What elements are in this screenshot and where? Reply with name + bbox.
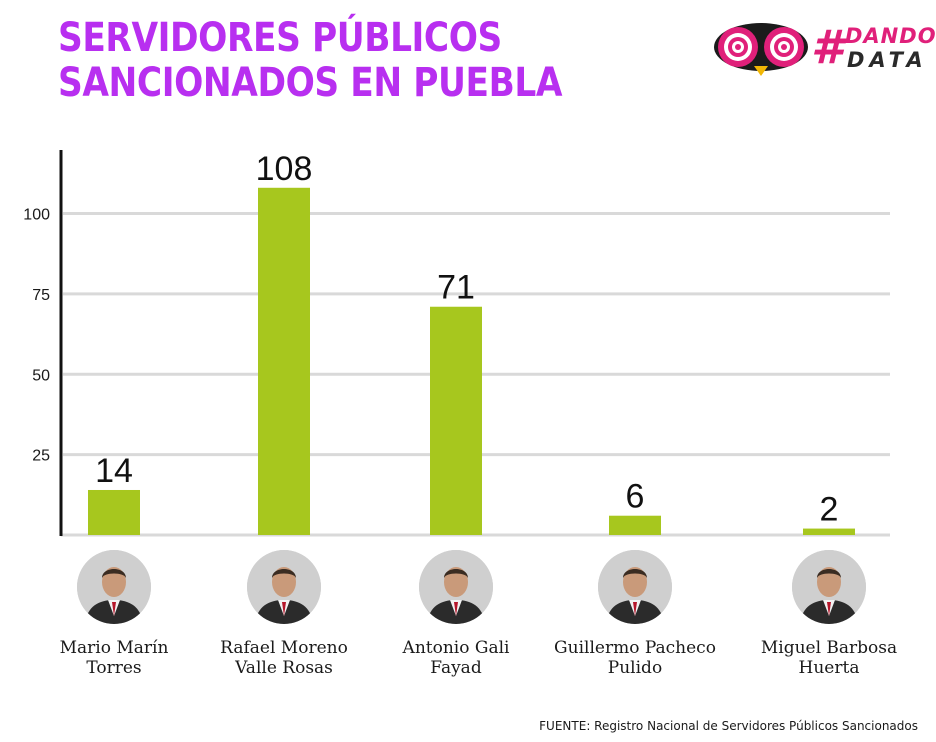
- category-label: Miguel Barbosa Huerta: [760, 638, 898, 678]
- portrait-icon: [792, 550, 866, 624]
- avatar: [598, 550, 672, 624]
- category-label: Mario Marín Torres: [59, 638, 169, 678]
- bar-5: [803, 528, 855, 535]
- avatar: [419, 550, 493, 624]
- avatar: [792, 550, 866, 624]
- person-1: Mario Marín Torres: [24, 550, 204, 678]
- data-label: 2: [820, 491, 839, 529]
- category-label: Antonio Gali Fayad: [402, 638, 510, 678]
- bar-chart: 25 50 75 100 14 108 71 6 2: [23, 150, 890, 537]
- data-label: 108: [256, 150, 313, 188]
- person-3: Antonio Gali Fayad: [366, 550, 546, 678]
- chart-title: SERVIDORES PÚBLICOS SANCIONADOS EN PUEBL…: [58, 15, 563, 106]
- owl-eyes-icon: [714, 23, 808, 76]
- portrait-icon: [419, 550, 493, 624]
- chart-title-line-2: SANCIONADOS EN PUEBLA: [58, 60, 563, 106]
- portrait-icon: [77, 550, 151, 624]
- avatar: [77, 550, 151, 624]
- data-label: 14: [95, 452, 133, 490]
- chart-title-line-1: SERVIDORES PÚBLICOS: [58, 15, 502, 61]
- portrait-icon: [598, 550, 672, 624]
- data-label: 6: [626, 478, 645, 516]
- person-4: Guillermo Pacheco Pulido: [545, 550, 725, 678]
- y-tick-label: 25: [32, 448, 50, 465]
- brand-word-data: DATA: [847, 48, 928, 72]
- category-label: Rafael Moreno Valle Rosas: [220, 638, 348, 678]
- data-label: 71: [437, 269, 475, 307]
- bar-2: [258, 187, 310, 535]
- source-note: FUENTE: Registro Nacional de Servidores …: [539, 719, 918, 733]
- bar-4: [609, 515, 661, 535]
- person-2: Rafael Moreno Valle Rosas: [194, 550, 374, 678]
- brand-word-dando: DANDO: [845, 24, 936, 48]
- portrait-icon: [247, 550, 321, 624]
- dando-data-logo: # DANDO DATA: [713, 20, 936, 78]
- person-5: Miguel Barbosa Huerta: [739, 550, 919, 678]
- y-tick-label: 75: [32, 287, 50, 304]
- y-tick-label: 100: [23, 207, 50, 224]
- y-tick-label: 50: [32, 367, 50, 384]
- brand-hash: #: [811, 20, 844, 74]
- bar-3: [430, 306, 482, 535]
- bar-1: [88, 489, 140, 535]
- avatar: [247, 550, 321, 624]
- category-label: Guillermo Pacheco Pulido: [554, 638, 716, 678]
